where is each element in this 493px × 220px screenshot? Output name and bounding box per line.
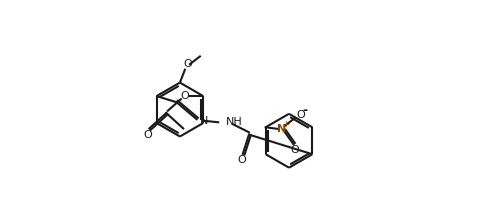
Text: O: O (237, 155, 246, 165)
Text: NH: NH (226, 117, 243, 127)
Text: N: N (277, 124, 286, 134)
Text: O: O (180, 91, 189, 101)
Text: +: + (282, 121, 289, 129)
Text: O: O (296, 110, 305, 120)
Text: O: O (290, 145, 299, 155)
Text: O: O (183, 59, 192, 69)
Text: N: N (200, 116, 208, 126)
Text: O: O (143, 130, 152, 139)
Text: -: - (302, 104, 308, 117)
